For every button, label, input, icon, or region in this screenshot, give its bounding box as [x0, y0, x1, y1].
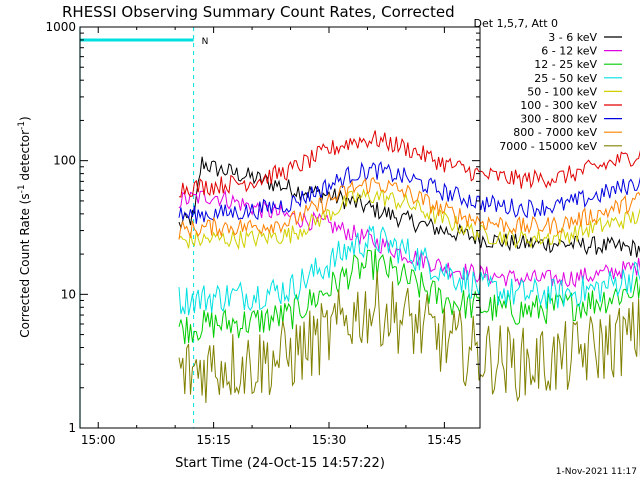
y-tick-label: 10 — [61, 287, 76, 301]
legend-header: Det 1,5,7, Att 0 — [474, 17, 558, 30]
legend-label: 6 - 12 keV — [541, 45, 597, 58]
legend-label: 7000 - 15000 keV — [499, 140, 597, 153]
series-line — [178, 188, 640, 251]
legend-label: 100 - 300 keV — [520, 99, 597, 112]
legend-label: 3 - 6 keV — [548, 31, 597, 44]
y-tick-label: 100 — [53, 154, 76, 168]
legend-label: 12 - 25 keV — [534, 58, 597, 71]
legend-label: 300 - 800 keV — [520, 113, 597, 126]
series-line — [178, 161, 640, 224]
legend-label: 800 - 7000 keV — [513, 126, 597, 139]
series-line — [178, 130, 640, 198]
series-line — [178, 177, 640, 240]
chart-title: RHESSI Observing Summary Count Rates, Co… — [62, 3, 455, 21]
y-axis: 1 10 100 1000 — [45, 20, 480, 435]
x-tick-label: 15:15 — [196, 433, 231, 447]
series-line — [178, 248, 640, 345]
legend-label: 25 - 50 keV — [534, 72, 597, 85]
series-layer — [178, 130, 640, 404]
x-axis: 15:00 15:15 15:30 15:45 — [81, 27, 462, 447]
series-line — [178, 270, 640, 404]
x-tick-label: 15:00 — [81, 433, 116, 447]
y-tick-label: 1000 — [45, 20, 76, 34]
plot-timestamp: 1-Nov-2021 11:17 — [556, 467, 637, 477]
series-line — [178, 156, 640, 258]
y-tick-label: 1 — [68, 421, 76, 435]
plot-frame — [79, 26, 481, 429]
series-line — [178, 189, 640, 288]
y-axis-label: Corrected Count Rate (s-1 detector-1) — [17, 116, 32, 337]
legend-label: 50 - 100 keV — [527, 85, 597, 98]
x-tick-label: 15:30 — [312, 433, 347, 447]
night-marker-label: N — [202, 37, 209, 47]
x-axis-label: Start Time (24-Oct-15 14:57:22) — [175, 456, 385, 471]
x-tick-label: 15:45 — [427, 433, 462, 447]
series-line — [178, 224, 640, 316]
